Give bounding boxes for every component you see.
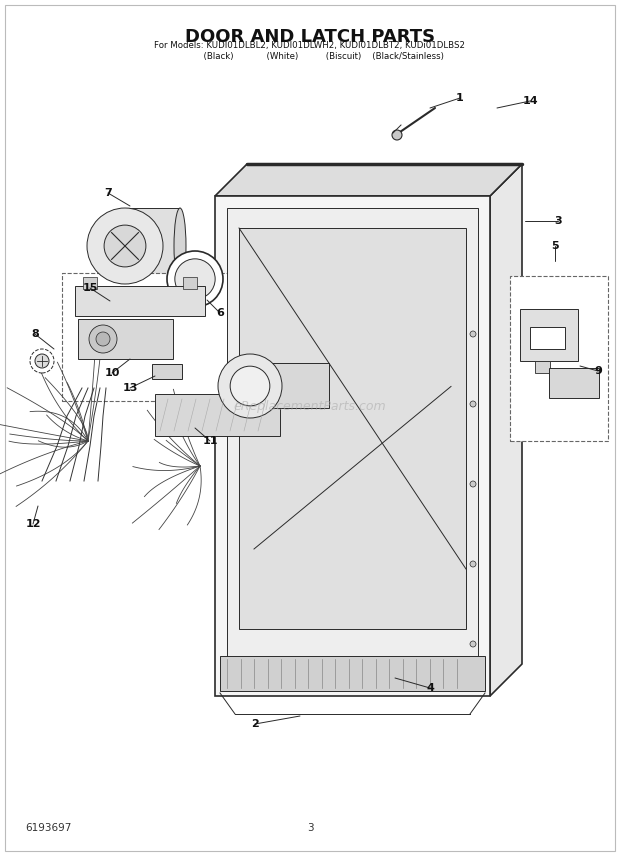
Bar <box>125 208 180 284</box>
Text: 10: 10 <box>104 368 120 378</box>
Circle shape <box>167 251 223 307</box>
Bar <box>155 394 280 436</box>
Text: 1: 1 <box>456 93 464 103</box>
Text: DOOR AND LATCH PARTS: DOOR AND LATCH PARTS <box>185 28 435 46</box>
Circle shape <box>470 641 476 647</box>
Circle shape <box>30 349 54 373</box>
Circle shape <box>89 325 117 353</box>
Text: 5: 5 <box>551 241 559 251</box>
Text: eReplacementParts.com: eReplacementParts.com <box>234 400 386 413</box>
Text: 4: 4 <box>426 683 434 693</box>
Bar <box>62 273 247 401</box>
Bar <box>549 368 599 398</box>
Circle shape <box>470 331 476 337</box>
Circle shape <box>470 561 476 567</box>
Text: 6: 6 <box>216 308 224 318</box>
Bar <box>530 327 565 349</box>
Text: 15: 15 <box>82 283 98 293</box>
Text: 7: 7 <box>104 188 112 198</box>
Text: For Models: KUDI01DLBL2, KUDI01DLWH2, KUDI01DLBT2, KUDi01DLBS2: For Models: KUDI01DLBL2, KUDI01DLWH2, KU… <box>154 41 466 50</box>
Text: 11: 11 <box>202 436 218 446</box>
Circle shape <box>96 332 110 346</box>
Bar <box>520 309 578 361</box>
Bar <box>83 277 97 289</box>
Text: 12: 12 <box>25 519 41 529</box>
Circle shape <box>104 225 146 267</box>
Polygon shape <box>215 164 522 196</box>
Text: 3: 3 <box>554 216 562 226</box>
Bar <box>75 286 205 316</box>
Text: 6193697: 6193697 <box>25 823 71 833</box>
Bar <box>510 276 608 441</box>
Circle shape <box>230 366 270 406</box>
Circle shape <box>470 401 476 407</box>
Circle shape <box>218 354 282 418</box>
Bar <box>152 364 182 379</box>
Bar <box>78 319 173 359</box>
Bar <box>220 656 485 691</box>
Circle shape <box>392 130 402 140</box>
Text: 2: 2 <box>251 719 259 729</box>
Circle shape <box>87 208 163 284</box>
Text: 8: 8 <box>31 329 39 339</box>
Bar <box>183 277 197 289</box>
Circle shape <box>175 259 215 299</box>
Bar <box>215 196 490 696</box>
Bar <box>227 208 478 684</box>
Text: 3: 3 <box>307 823 313 833</box>
Text: 9: 9 <box>594 366 602 376</box>
Circle shape <box>470 481 476 487</box>
Bar <box>249 364 329 408</box>
Ellipse shape <box>174 208 186 284</box>
Polygon shape <box>490 164 522 696</box>
Bar <box>239 228 466 629</box>
Text: (Black)            (White)          (Biscuit)    (Black/Stainless): (Black) (White) (Biscuit) (Black/Stainle… <box>176 52 444 61</box>
Polygon shape <box>535 361 550 373</box>
Circle shape <box>35 354 49 368</box>
Text: 14: 14 <box>522 96 538 106</box>
Text: 13: 13 <box>122 383 138 393</box>
